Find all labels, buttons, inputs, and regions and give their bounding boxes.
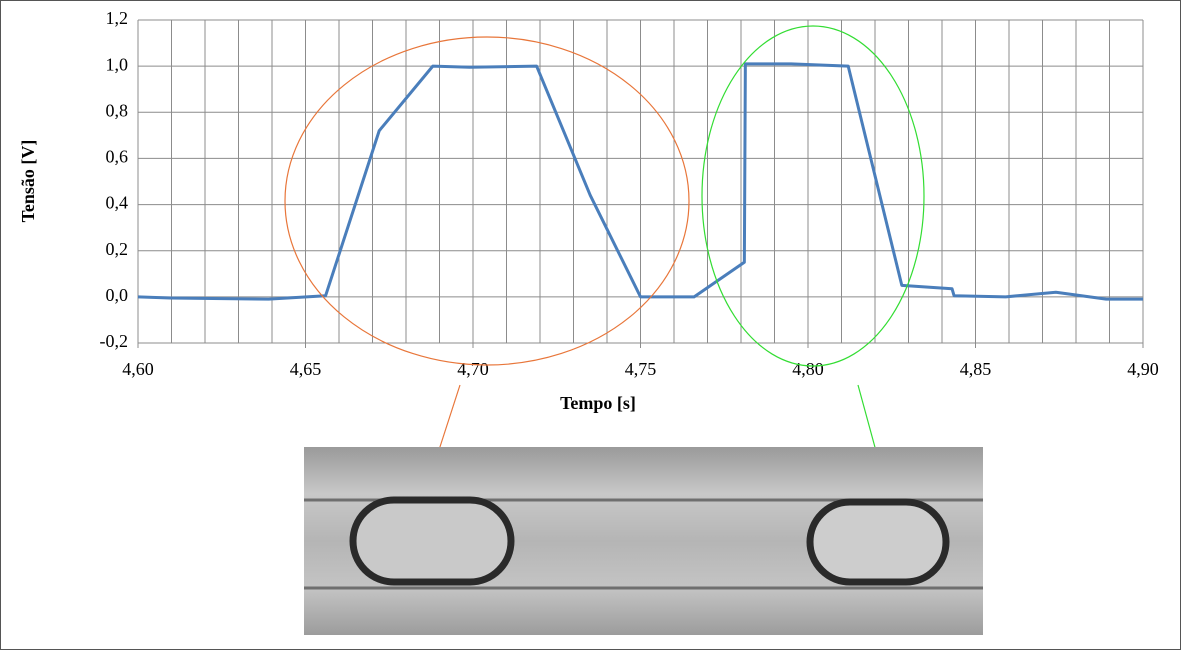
x-tick-label: 4,80 [792, 359, 824, 379]
photo [304, 447, 983, 635]
y-tick-label: 1,0 [106, 54, 129, 74]
x-tick-label: 4,85 [960, 359, 992, 379]
y-tick-label: 1,2 [106, 8, 129, 28]
y-tick-label: 0,2 [106, 239, 129, 259]
y-tick-label: 0,4 [106, 193, 129, 213]
y-tick-label: 0,0 [106, 285, 129, 305]
y-tick-label: -0,2 [100, 331, 129, 351]
x-tick-label: 4,65 [290, 359, 322, 379]
highlight-ellipse [701, 25, 925, 367]
x-tick-label: 4,75 [625, 359, 657, 379]
line-series [137, 62, 1143, 301]
x-tick-label: 4,70 [457, 359, 489, 379]
x-tick-label: 4,60 [122, 359, 154, 379]
x-tick-label: 4,90 [1127, 359, 1159, 379]
y-tick-label: 0,8 [106, 100, 129, 120]
y-axis-title: Tensão [V] [18, 140, 38, 223]
y-tick-label: 0,6 [106, 147, 129, 167]
plot [137, 62, 1143, 301]
x-axis-title: Tempo [s] [560, 393, 636, 413]
highlight-ellipse [284, 36, 690, 366]
